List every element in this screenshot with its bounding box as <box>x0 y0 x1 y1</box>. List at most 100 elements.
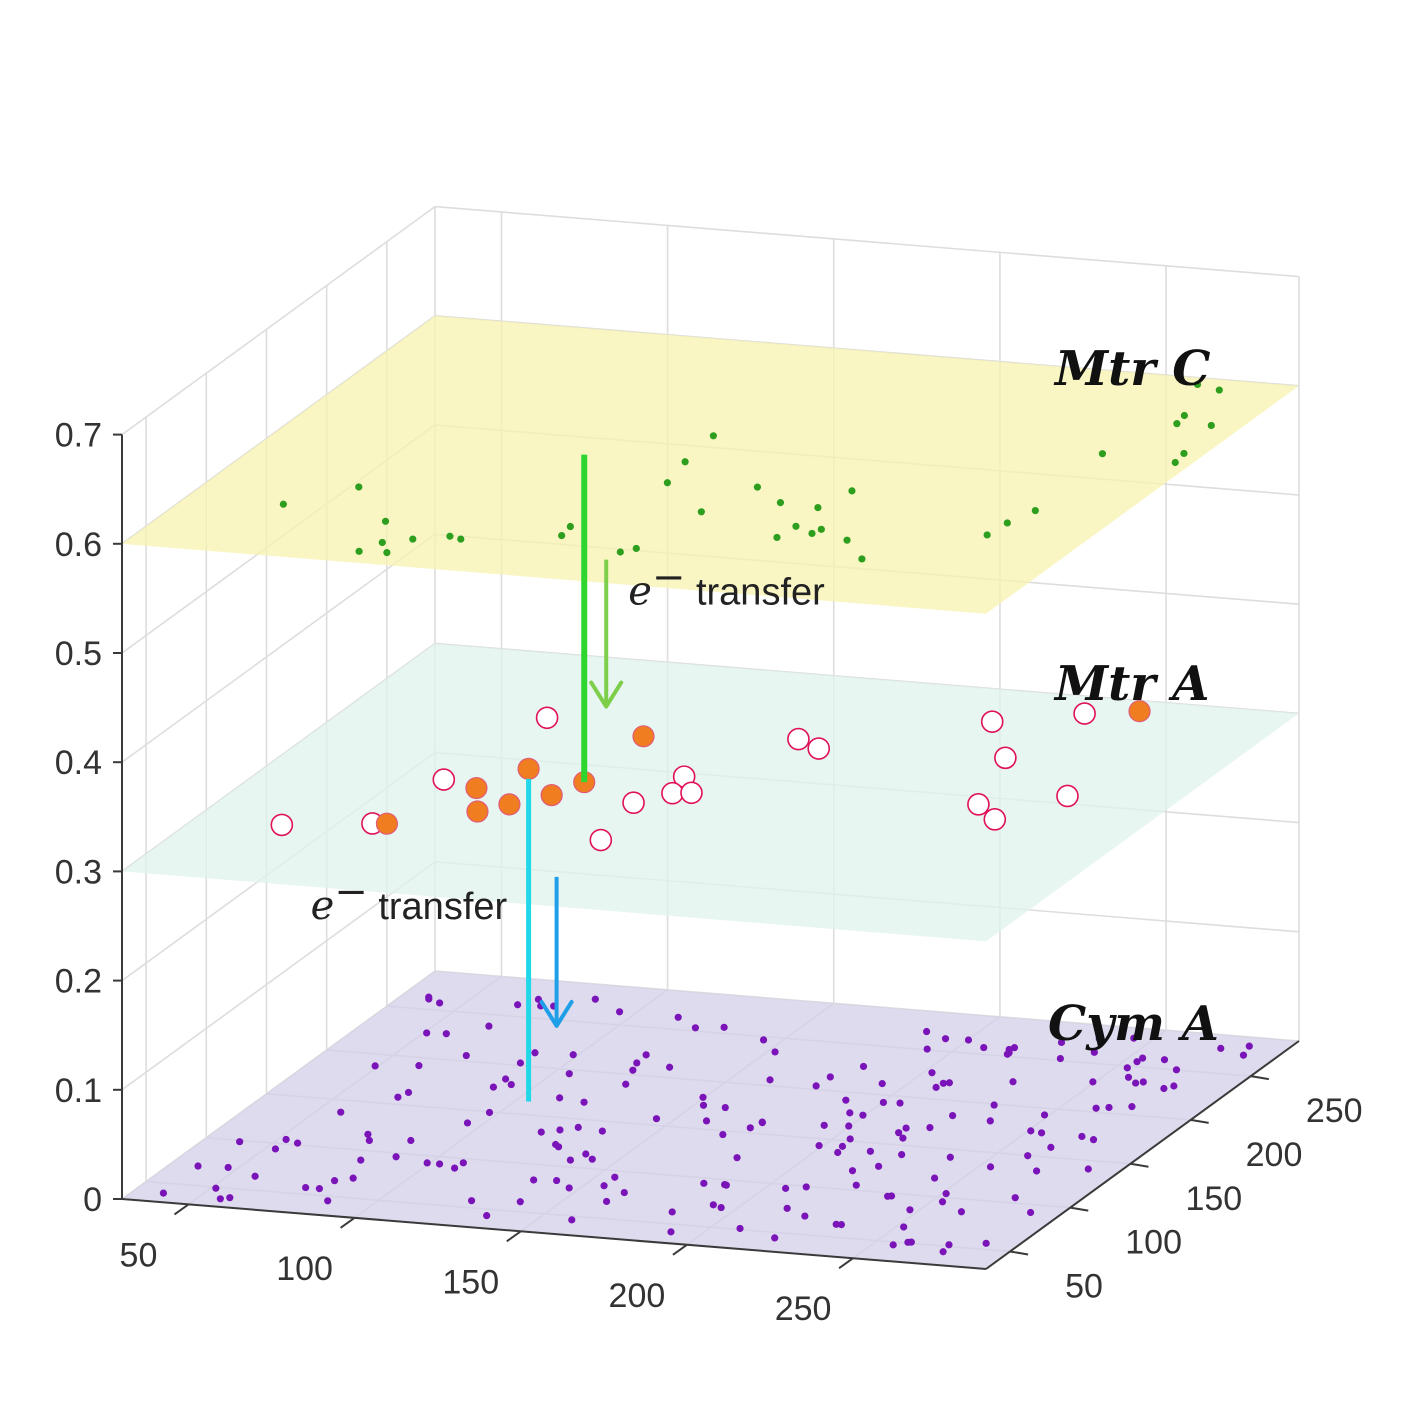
data-point-cym-a <box>615 1008 624 1016</box>
data-point-cym-a <box>467 1197 476 1205</box>
plane-cym-a <box>122 971 1299 1269</box>
data-point-cym-a <box>1009 1078 1017 1086</box>
y-axis-tick <box>1070 1206 1089 1212</box>
y-tick-label: 100 <box>1125 1224 1182 1262</box>
data-point-cym-a <box>939 1079 947 1087</box>
grid-line-back-wall-z <box>434 205 1300 278</box>
data-point-cym-a <box>1130 1034 1138 1042</box>
data-point-cym-a <box>766 1076 774 1084</box>
data-point-cym-a <box>1026 1208 1035 1217</box>
data-point-filled-mtr-a <box>466 800 489 823</box>
data-point-cym-a <box>837 1221 846 1229</box>
grid-line-left-wall-z <box>121 533 436 763</box>
z-tick-label: 0.6 <box>55 526 102 564</box>
data-point-cym-a <box>884 1192 892 1200</box>
data-point-filled-mtr-a <box>375 812 399 835</box>
data-point-cym-a <box>315 1185 324 1193</box>
data-point-mtr-c <box>1031 507 1039 515</box>
data-point-mtr-c <box>843 536 851 544</box>
data-point-cym-a <box>404 1088 413 1097</box>
data-point-cym-a <box>1139 1054 1147 1062</box>
data-point-cym-a <box>365 1136 373 1145</box>
data-point-cym-a <box>271 1145 280 1153</box>
data-point-cym-a <box>330 1177 339 1185</box>
data-point-cym-a <box>1160 1056 1169 1064</box>
data-point-open-mtr-a <box>807 737 831 760</box>
x-axis-tick <box>672 1243 688 1256</box>
data-point-cym-a <box>900 1223 908 1231</box>
data-point-mtr-c <box>983 531 991 539</box>
data-point-cym-a <box>514 1001 522 1009</box>
data-point-cym-a <box>425 995 433 1003</box>
data-point-cym-a <box>483 1212 491 1220</box>
transfer-label-mtra-to-cyma: e− transfer <box>311 869 508 929</box>
data-point-cym-a <box>801 1212 809 1220</box>
x-tick-label: 200 <box>609 1277 666 1315</box>
data-point-cym-a <box>450 1164 459 1172</box>
data-point-cym-a <box>946 1153 954 1161</box>
y-axis-tick <box>1250 1075 1270 1081</box>
data-point-cym-a <box>826 1073 834 1081</box>
data-point-cym-a <box>568 1216 576 1224</box>
x-axis-tick <box>506 1230 522 1243</box>
data-point-cym-a <box>889 1241 897 1249</box>
data-point-cym-a <box>939 1248 947 1256</box>
data-point-cym-a <box>957 1208 966 1216</box>
x-tick-label: 150 <box>442 1263 499 1301</box>
data-point-cym-a <box>859 1062 868 1071</box>
z-tick-label: 0.5 <box>55 635 102 673</box>
data-point-cym-a <box>1047 1143 1055 1151</box>
data-point-cym-a <box>1245 1042 1253 1050</box>
data-point-cym-a <box>879 1098 887 1107</box>
data-point-cym-a <box>459 1159 467 1167</box>
data-point-cym-a <box>838 1142 847 1150</box>
data-point-cym-a <box>923 1027 931 1036</box>
data-point-cym-a <box>566 1156 575 1164</box>
data-point-open-mtr-a <box>1056 784 1079 808</box>
data-point-filled-mtr-a <box>498 793 521 816</box>
data-point-cym-a <box>1172 1066 1181 1074</box>
data-point-cym-a <box>394 1093 402 1101</box>
data-point-cym-a <box>902 1124 910 1132</box>
data-point-open-mtr-a <box>589 828 613 852</box>
data-point-cym-a <box>904 1238 912 1246</box>
plane-mtr-a <box>122 643 1299 942</box>
data-point-cym-a <box>462 1051 470 1060</box>
data-point-open-mtr-a <box>535 706 559 730</box>
data-point-cym-a <box>896 1099 904 1107</box>
data-point-mtr-c <box>681 458 689 466</box>
data-point-cym-a <box>964 1036 973 1044</box>
data-point-cym-a <box>1056 1054 1064 1063</box>
data-point-cym-a <box>212 1184 220 1192</box>
data-point-cym-a <box>357 1156 365 1164</box>
data-point-cym-a <box>859 1111 867 1119</box>
data-point-cym-a <box>552 1140 560 1149</box>
data-point-mtr-c <box>792 522 800 530</box>
data-point-cym-a <box>736 1224 744 1233</box>
data-point-cym-a <box>224 1163 232 1172</box>
axes-group: 00.10.20.30.40.50.60.750 100 150 200 2505010… <box>55 417 1363 1329</box>
data-point-mtr-c <box>1215 386 1223 394</box>
data-point-cym-a <box>556 1094 564 1102</box>
data-point-cym-a <box>642 1051 650 1059</box>
data-point-mtr-c <box>378 538 386 547</box>
data-point-cym-a <box>815 1142 823 1150</box>
data-point-cym-a <box>1095 1035 1103 1043</box>
data-point-cym-a <box>842 1096 850 1104</box>
data-point-mtr-c <box>409 535 417 543</box>
data-point-cym-a <box>364 1130 372 1138</box>
grid-line-left-wall-z <box>121 205 436 436</box>
data-point-cym-a <box>674 1013 682 1021</box>
data-point-cym-a <box>302 1183 310 1192</box>
data-point-cym-a <box>569 1051 577 1059</box>
data-point-cym-a <box>866 1147 875 1155</box>
data-point-mtr-c <box>1003 519 1011 527</box>
data-point-cym-a <box>820 1121 828 1129</box>
data-point-cym-a <box>702 1117 711 1125</box>
x-axis-tick <box>173 1203 190 1216</box>
data-point-cym-a <box>812 1082 820 1090</box>
x-tick-label: 250 <box>775 1290 832 1328</box>
data-point-cym-a <box>652 1115 661 1123</box>
data-point-cym-a <box>1092 1104 1100 1112</box>
z-tick-label: 0.3 <box>55 853 102 891</box>
